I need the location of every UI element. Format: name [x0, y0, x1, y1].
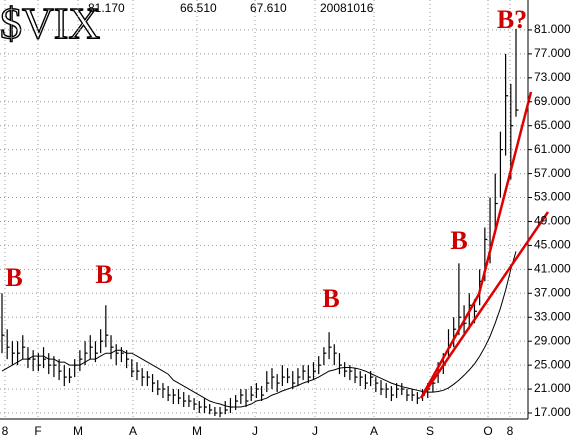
trendline: [419, 211, 550, 399]
x-tick-label: A: [370, 424, 378, 438]
x-tick-label: O: [483, 424, 492, 438]
x-tick-label: 8: [2, 424, 9, 438]
chart-title: $VIX: [0, 0, 100, 48]
y-tick-label: 17.000: [534, 405, 571, 419]
y-tick-label: 37.000: [534, 285, 571, 299]
header-value: 66.510: [180, 1, 217, 15]
y-tick-label: 33.000: [534, 309, 571, 323]
trendlines: [419, 91, 550, 399]
x-tick-label: F: [34, 424, 41, 438]
y-tick-label: 77.000: [534, 46, 571, 60]
y-tick-label: 57.000: [534, 166, 571, 180]
y-tick-label: 53.000: [534, 190, 571, 204]
annotation: B?: [497, 5, 527, 34]
y-tick-label: 65.000: [534, 118, 571, 132]
moving-average: [1, 251, 517, 408]
y-tick-label: 29.000: [534, 333, 571, 347]
y-tick-label: 81.000: [534, 22, 571, 36]
header-value: 81.170: [88, 1, 125, 15]
header-value: 20081016: [320, 1, 374, 15]
annotation: B: [95, 260, 112, 289]
x-tick-label: M: [192, 424, 202, 438]
annotation: B: [5, 263, 22, 292]
trendline: [477, 91, 533, 295]
x-tick-label: S: [426, 424, 434, 438]
x-tick-label: M: [73, 424, 83, 438]
y-tick-label: 41.000: [534, 262, 571, 276]
annotation: B: [450, 226, 467, 255]
y-tick-label: 61.000: [534, 142, 571, 156]
header-value: 67.610: [250, 1, 287, 15]
x-tick-label: J: [312, 424, 318, 438]
annotation: B: [322, 284, 339, 313]
y-tick-label: 25.000: [534, 357, 571, 371]
x-tick-label: J: [252, 424, 258, 438]
y-tick-label: 69.000: [534, 94, 571, 108]
y-tick-label: 21.000: [534, 381, 571, 395]
x-tick-label: A: [129, 424, 137, 438]
y-tick-label: 49.000: [534, 214, 571, 228]
trendline: [419, 293, 481, 399]
y-tick-label: 45.000: [534, 238, 571, 252]
x-tick-label: 8: [507, 424, 514, 438]
y-tick-label: 73.000: [534, 70, 571, 84]
